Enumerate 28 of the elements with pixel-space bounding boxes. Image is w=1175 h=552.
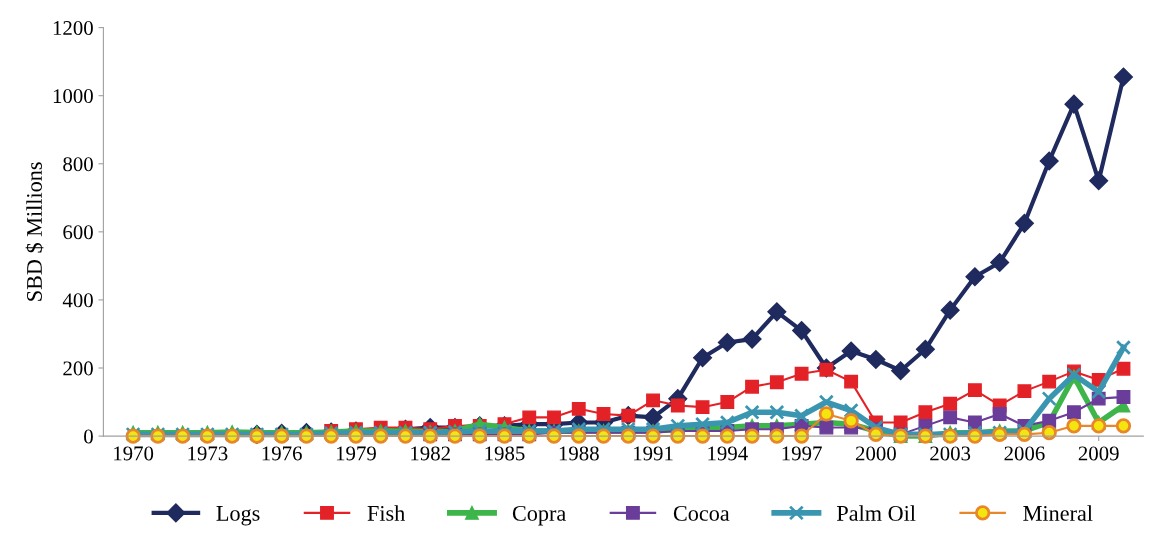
x-tick-label: 1979 — [336, 446, 376, 461]
y-tick-label: 0 — [84, 429, 93, 444]
x-tick-label: 1976 — [262, 446, 302, 461]
legend-label: Cocoa — [673, 505, 730, 521]
x-tick-label: 1994 — [708, 446, 748, 461]
x-tick-label: 2006 — [1004, 446, 1045, 461]
legend-label: Palm Oil — [837, 505, 916, 521]
legend-label: Logs — [216, 506, 260, 526]
x-tick-label: 1997 — [782, 446, 822, 461]
x-tick-label: 1991 — [634, 446, 673, 461]
x-tick-label: 1985 — [485, 446, 525, 461]
y-tick-label: 600 — [63, 225, 93, 240]
y-tick-label: 1200 — [53, 20, 93, 36]
y-axis-title: SBD $ Millions — [25, 162, 44, 301]
x-tick-label: 2003 — [930, 446, 971, 461]
x-tick-label: 2000 — [855, 446, 896, 461]
legend-label: Copra — [512, 505, 566, 526]
y-tick-label: 1000 — [53, 89, 93, 104]
x-tick-label: 1970 — [114, 446, 154, 461]
legend-label: Fish — [367, 505, 405, 521]
y-tick-label: 200 — [63, 361, 93, 376]
x-tick-label: 1973 — [188, 446, 228, 461]
y-tick-label: 400 — [62, 293, 93, 308]
y-tick-label: 800 — [63, 157, 93, 172]
legend-label: Mineral — [1023, 505, 1093, 521]
x-tick-label: 1982 — [411, 446, 450, 461]
x-tick-label: 1988 — [559, 446, 599, 461]
x-tick-label: 2009 — [1078, 446, 1119, 461]
